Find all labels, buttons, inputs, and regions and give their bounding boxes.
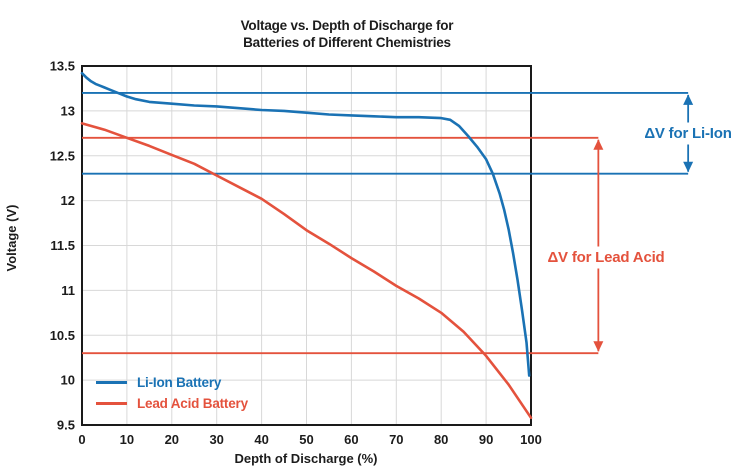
arrowhead-up-icon <box>593 139 604 150</box>
y-tick-label: 13 <box>61 103 75 118</box>
x-tick-label: 100 <box>520 432 542 447</box>
annotation-label-li-ion: ΔV for Li-Ion <box>644 125 732 142</box>
y-tick-label: 10 <box>61 373 75 388</box>
y-tick-label: 11 <box>61 283 75 298</box>
x-tick-label: 0 <box>78 432 85 447</box>
x-axis-title: Depth of Discharge (%) <box>234 451 378 466</box>
annotation-label-lead-acid: ΔV for Lead Acid <box>547 249 665 266</box>
legend-item-lead-acid: Lead Acid Battery <box>96 394 248 412</box>
y-tick-label: 13.5 <box>50 59 75 74</box>
legend-item-li-ion: Li-Ion Battery <box>96 373 248 391</box>
arrowhead-down-icon <box>593 341 604 352</box>
lead-acid-line-swatch <box>96 401 127 405</box>
x-tick-label: 20 <box>165 432 179 447</box>
y-tick-label: 9.5 <box>57 418 75 433</box>
series-curve <box>80 122 533 420</box>
x-tick-label: 40 <box>254 432 268 447</box>
x-tick-label: 80 <box>434 432 448 447</box>
x-tick-label: 70 <box>389 432 403 447</box>
plot-frame <box>81 65 532 426</box>
y-tick-label: 11.5 <box>50 238 75 253</box>
arrowhead-down-icon <box>683 161 694 173</box>
x-tick-label: 10 <box>120 432 134 447</box>
chart-title: Voltage vs. Depth of Discharge for Batte… <box>240 18 454 50</box>
x-tick-label: 50 <box>299 432 313 447</box>
legend-label-lead-acid: Lead Acid Battery <box>137 395 248 411</box>
legend-label-li-ion: Li-Ion Battery <box>137 374 222 390</box>
y-tick-label: 10.5 <box>50 328 75 343</box>
legend: Li-Ion Battery Lead Acid Battery <box>96 373 248 412</box>
arrowhead-up-icon <box>683 94 694 105</box>
series-curve <box>80 71 531 377</box>
y-tick-label: 12 <box>61 193 75 208</box>
y-tick-label: 12.5 <box>50 148 75 163</box>
x-tick-label: 60 <box>344 432 358 447</box>
x-tick-label: 30 <box>209 432 223 447</box>
li-ion-line-swatch <box>96 380 127 384</box>
x-tick-label: 90 <box>479 432 493 447</box>
